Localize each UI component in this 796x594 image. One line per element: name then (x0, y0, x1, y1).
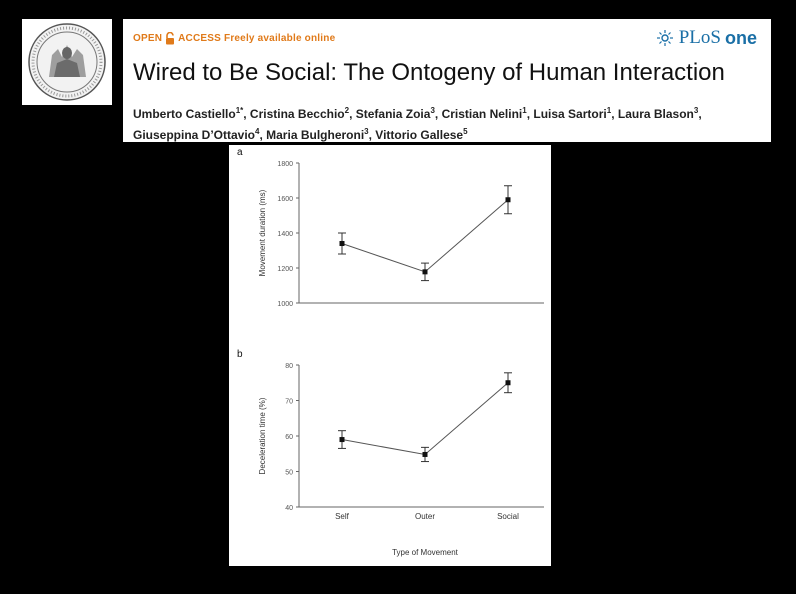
y-tick-label: 1200 (277, 266, 293, 273)
figure-chart: a 1000 1200 1400 1600 1800 Movement duration (… (237, 147, 544, 557)
data-point (505, 197, 511, 203)
y-tick-label: 1800 (277, 161, 293, 168)
author: Vittorio Gallese5 (375, 127, 468, 142)
x-tick-label: Outer (415, 512, 435, 521)
author: Laura Blason3, (617, 106, 702, 121)
y-tick-label: 60 (285, 434, 293, 441)
university-seal (22, 19, 112, 105)
one-word: one (724, 27, 757, 48)
paper-title: Wired to Be Social: The Ontogeny of Huma… (133, 59, 725, 86)
access-label: ACCESS (178, 33, 222, 44)
y-tick-label: 40 (285, 505, 293, 512)
plos-one-logo: PLoS one (655, 27, 757, 49)
y-tick-label: 70 (285, 399, 293, 406)
freely-available-label: Freely available online (224, 33, 336, 44)
data-point (422, 451, 428, 457)
author: Luisa Sartori1, (533, 106, 618, 121)
author-list: Umberto Castiello1*, Cristina Becchio2, … (133, 102, 763, 144)
x-tick-label: Social (497, 512, 519, 521)
data-point (422, 269, 428, 275)
data-point (339, 241, 345, 246)
figure-panel: a 1000 1200 1400 1600 1800 Movement duration (… (229, 145, 551, 566)
panel-label: b (237, 349, 243, 360)
y-axis-label: Movement duration (ms) (258, 189, 267, 276)
author: Stefania Zoia3, (355, 106, 442, 121)
y-tick-label: 1400 (277, 231, 293, 238)
data-point (339, 437, 345, 443)
y-tick-label: 1600 (277, 196, 293, 203)
author: Cristian Nelini1, (441, 106, 534, 121)
y-tick-label: 80 (285, 363, 293, 370)
open-label: OPEN (133, 33, 163, 44)
y-tick-label: 50 (285, 470, 293, 477)
university-seal-icon (28, 23, 106, 101)
plos-sun-icon (656, 30, 673, 46)
author: Giuseppina D’Ottavio4, (133, 127, 267, 142)
paper-header: OPEN ACCESS Freely available online PLoS… (123, 19, 771, 142)
data-point (505, 380, 511, 386)
y-axis-label: Deceleration time (%) (258, 397, 267, 474)
x-tick-label: Self (335, 512, 350, 521)
author: Maria Bulgheroni3, (266, 127, 376, 142)
series-line (341, 382, 509, 455)
author: Umberto Castiello1*, (133, 106, 250, 121)
open-access-line: OPEN ACCESS Freely available online (133, 32, 335, 45)
panel-label: a (237, 147, 243, 158)
plos-word: PLoS (678, 27, 721, 48)
y-tick-label: 1000 (277, 301, 293, 308)
open-lock-icon (166, 32, 175, 45)
x-axis-label: Type of Movement (392, 548, 459, 557)
series-line (341, 199, 509, 273)
author: Cristina Becchio2, (249, 106, 356, 121)
